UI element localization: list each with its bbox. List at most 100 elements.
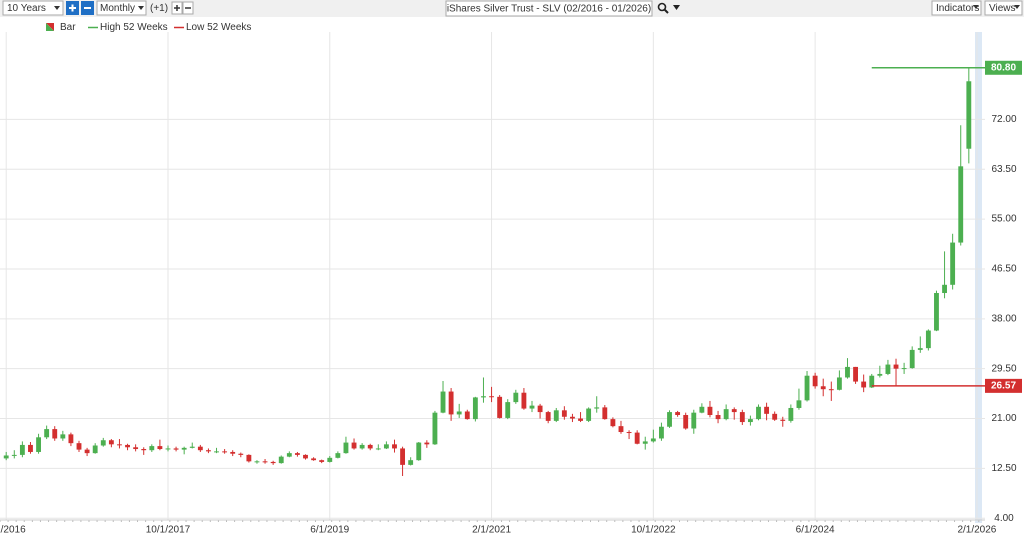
candle-body xyxy=(286,453,292,457)
candle-body xyxy=(408,460,414,465)
period-select[interactable]: Monthly xyxy=(96,0,147,16)
offset-text: (+1) xyxy=(150,3,168,14)
views-button[interactable] xyxy=(984,0,1023,16)
candle-body xyxy=(311,458,317,461)
candle-body xyxy=(699,406,705,413)
candle-body xyxy=(254,461,260,463)
dropdown-arrow[interactable] xyxy=(138,6,144,10)
candle-body xyxy=(626,432,632,434)
candle-body xyxy=(772,413,778,420)
x-tick-label: 2/1/2016 xyxy=(0,525,26,536)
dropdown-arrow[interactable] xyxy=(54,6,60,10)
candle-body xyxy=(84,449,90,454)
candle-body xyxy=(416,442,422,461)
candle-body xyxy=(594,407,600,409)
candle-body xyxy=(610,419,616,427)
candle-body xyxy=(861,381,867,388)
candle-body xyxy=(828,389,834,391)
x-tick-label: 2/1/2021 xyxy=(472,525,511,536)
candle-body xyxy=(19,444,25,455)
current-period-highlight xyxy=(975,32,982,523)
candle-body xyxy=(173,448,179,450)
candle-body xyxy=(11,454,17,456)
chart-title: iShares Silver Trust - SLV (02/2016 - 01… xyxy=(447,4,651,15)
candle-body xyxy=(464,411,470,420)
candle-body xyxy=(739,412,745,423)
x-tick-label: 10/1/2022 xyxy=(631,525,676,536)
y-tick-label: 21.00 xyxy=(991,413,1016,424)
candle-body xyxy=(36,437,41,452)
candle-body xyxy=(117,444,122,446)
grid xyxy=(0,32,985,520)
y-tick-label: 46.50 xyxy=(991,264,1016,275)
candle-body xyxy=(181,447,187,450)
candle-body xyxy=(343,442,349,454)
candle-body xyxy=(383,444,389,449)
candle-body xyxy=(764,406,770,414)
period-text[interactable]: Monthly xyxy=(100,3,135,14)
y-tick-label: 38.00 xyxy=(991,313,1016,324)
legend-label: High 52 Weeks xyxy=(100,22,168,33)
candle-body xyxy=(877,373,883,376)
value-tag xyxy=(985,378,1022,393)
legend: Bar xyxy=(46,22,76,33)
candle-body xyxy=(335,453,341,458)
indicators-text[interactable]: Indicators xyxy=(936,3,979,14)
candle-body xyxy=(424,442,430,445)
candle-body xyxy=(586,408,592,421)
candle-body xyxy=(804,375,810,401)
views-text[interactable]: Views xyxy=(989,3,1016,14)
candle-body xyxy=(756,406,761,420)
range-box[interactable] xyxy=(2,0,64,16)
y-tick-label: 72.00 xyxy=(991,114,1016,125)
search-icon[interactable] xyxy=(657,2,669,14)
candle-body xyxy=(561,410,567,417)
candle-body xyxy=(796,400,802,408)
y-tick-label: 29.50 xyxy=(991,363,1016,374)
candle-body xyxy=(327,457,333,462)
symbol-box[interactable] xyxy=(445,0,653,17)
period-box[interactable] xyxy=(96,0,147,16)
candle-body xyxy=(570,416,575,419)
candle-body xyxy=(367,444,373,449)
candle-body xyxy=(675,412,681,416)
candle-body xyxy=(893,364,899,369)
y-tick-label: 63.50 xyxy=(991,164,1016,175)
candle-body xyxy=(392,444,397,449)
candle-body xyxy=(529,405,535,409)
plot-area xyxy=(0,32,985,520)
y-tick-label: 4.00 xyxy=(994,513,1014,524)
dropdown-arrow[interactable] xyxy=(973,5,979,9)
candle-body xyxy=(125,444,130,448)
candle-body xyxy=(133,447,139,450)
candle-body xyxy=(108,440,114,445)
candle-body xyxy=(747,419,753,423)
candle-body xyxy=(545,412,551,421)
plus-icon xyxy=(69,4,76,12)
dropdown-arrow[interactable] xyxy=(1014,5,1020,9)
range-select[interactable]: 10 Years xyxy=(2,0,64,16)
candle-body xyxy=(303,454,308,459)
candle-body xyxy=(230,451,236,454)
range-text[interactable]: 10 Years xyxy=(7,3,46,14)
candle-body xyxy=(853,366,858,382)
candle-body xyxy=(100,440,106,446)
indicators-button[interactable] xyxy=(931,0,982,16)
candle-body xyxy=(537,405,543,413)
candle-body xyxy=(780,419,786,421)
candle-body xyxy=(359,444,365,449)
candle-body xyxy=(820,386,826,390)
candle-body xyxy=(925,330,931,349)
candle-body xyxy=(294,453,300,455)
candle-body xyxy=(602,407,608,420)
candle-body xyxy=(901,368,907,370)
candle-body xyxy=(3,455,9,459)
candle-body xyxy=(278,456,284,464)
dropdown-arrow[interactable] xyxy=(673,5,680,10)
candle-body xyxy=(934,293,939,331)
x-tick-label: 6/1/2024 xyxy=(796,525,835,536)
candle-body xyxy=(950,242,956,285)
x-tick-label: 6/1/2019 xyxy=(310,525,349,536)
